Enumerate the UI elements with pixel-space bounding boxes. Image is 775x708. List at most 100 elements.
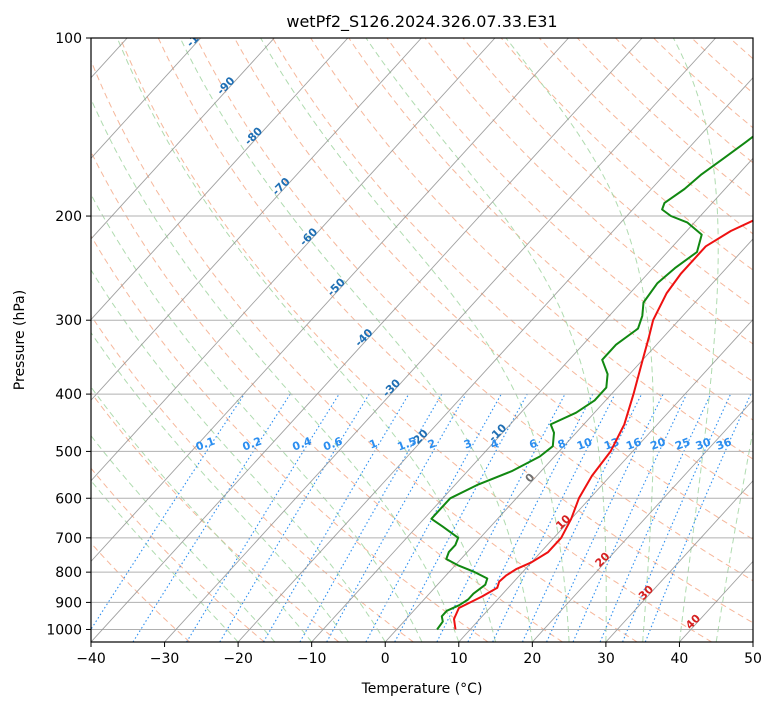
mixing-ratio-line: [219, 393, 370, 642]
mixing-ratio-line: [299, 393, 443, 642]
x-axis-title: Temperature (°C): [361, 681, 483, 697]
x-tick-label: 0: [381, 651, 390, 667]
mixing-ratio-line: [91, 393, 245, 631]
y-tick-label: 800: [55, 565, 82, 581]
x-tick-label: −10: [297, 651, 327, 667]
mixing-ratio-label: 0.1: [194, 435, 217, 454]
isotherm-line: [458, 318, 753, 642]
mixing-ratio-label: 10: [575, 435, 594, 453]
mixing-ratio-label: 0.4: [291, 435, 314, 454]
mixing-ratio-label: 6: [527, 437, 539, 452]
mixing-ratio-label: 8: [556, 437, 568, 452]
profiles: [430, 135, 753, 631]
y-tick-label: 700: [55, 531, 82, 547]
mixing-ratio-line: [263, 393, 410, 642]
mixing-ratio-label: 20: [649, 435, 668, 453]
x-axis-ticks: −40 −30 −20 −10 0 10 20 30 40 50: [76, 642, 762, 667]
y-axis-ticks: 100 200 300 400 500 600 700 800 900 1000: [46, 31, 91, 638]
x-tick-label: 20: [523, 651, 541, 667]
moist-adiabat-line: [179, 38, 533, 642]
mixing-ratio-label: 16: [624, 435, 643, 453]
isotherm-line: [91, 38, 349, 321]
x-tick-label: 30: [597, 651, 615, 667]
x-tick-label: 40: [671, 651, 689, 667]
y-tick-label: 400: [55, 387, 82, 403]
plot-frame: [90, 37, 754, 643]
mixing-ratio-line: [572, 393, 688, 642]
plot-area: -100-90-80-70-60-50-40-30-20-10010203040…: [91, 21, 753, 642]
isotherm-label: -100: [184, 21, 213, 50]
x-tick-label: −20: [223, 651, 253, 667]
isotherm-line: [237, 77, 753, 642]
mixing-ratio-line: [326, 393, 467, 642]
isotherm-line: [605, 480, 753, 642]
moist-adiabats: [91, 38, 753, 642]
dry-adiabat-line: [91, 234, 489, 642]
isotherm-line: [311, 157, 753, 642]
isotherm-line: [91, 38, 275, 240]
mixing-ratio-lines: [91, 393, 752, 642]
y-axis-title: Pressure (hPa): [12, 290, 28, 390]
mixing-ratio-label: 2: [426, 437, 438, 452]
dry-adiabat-line: [91, 59, 638, 642]
isotherm-line: [91, 38, 496, 482]
moist-adiabat-line: [365, 38, 607, 642]
mixing-ratio-label: 3: [462, 437, 474, 452]
moist-adiabat-line: [91, 269, 386, 642]
mixing-ratio-line: [492, 393, 616, 642]
mixing-ratio-label: 25: [673, 435, 692, 452]
mixing-ratio-line: [546, 393, 664, 642]
isotherm-line: [91, 38, 569, 563]
chart-title: wetPf2_S126.2024.326.07.33.E31: [286, 12, 557, 32]
dry-adiabat-line: [91, 150, 563, 642]
dry-adiabat-line: [272, 38, 753, 500]
mixing-ratio-line: [186, 393, 340, 642]
y-tick-label: 300: [55, 313, 82, 329]
y-tick-label: 600: [55, 491, 82, 507]
mixing-ratio-label: 30: [694, 435, 713, 453]
y-tick-label: 100: [55, 31, 82, 47]
dry-adiabat-line: [91, 467, 265, 642]
x-tick-label: 50: [744, 651, 762, 667]
dry-adiabat-line: [310, 38, 753, 460]
isotherm-grid: [91, 38, 753, 642]
mixing-ratio-line: [467, 393, 594, 642]
mixing-ratio-line: [436, 393, 566, 642]
mixing-ratio-label: 1.5: [396, 435, 419, 454]
y-tick-label: 1000: [46, 622, 82, 638]
moist-adiabat-line: [715, 427, 753, 642]
dry-adiabat-line: [348, 38, 753, 421]
isobar-grid: [91, 38, 753, 630]
isotherm-line: [91, 38, 643, 642]
mixing-ratio-line: [521, 393, 643, 642]
dry-adiabat-line: [157, 38, 753, 624]
dry-adiabat-line: [119, 38, 713, 642]
y-tick-label: 500: [55, 444, 82, 460]
x-tick-label: −40: [76, 651, 106, 667]
isotherm-line: [532, 399, 753, 642]
moist-adiabat-line: [672, 38, 719, 642]
isotherm-line: [384, 238, 753, 642]
mixing-ratio-label: 1: [367, 437, 379, 452]
mixing-ratio-label: 0.6: [321, 435, 344, 454]
y-tick-label: 200: [55, 209, 82, 225]
isotherm-line: [91, 38, 422, 401]
mixing-ratio-line: [132, 393, 291, 642]
x-tick-label: −30: [150, 651, 180, 667]
mixing-ratio-label: 36: [714, 435, 733, 453]
temperature-profile-line: [453, 219, 753, 630]
moist-adiabat-line: [260, 38, 570, 642]
dry-adiabat-line: [91, 542, 191, 642]
dewpoint-profile-line: [430, 135, 753, 631]
dry-adiabat-line: [195, 38, 753, 582]
moist-adiabat-line: [116, 38, 497, 642]
mixing-ratio-label: 0.2: [241, 435, 264, 454]
moist-adiabat-line: [505, 38, 654, 642]
y-tick-label: 900: [55, 595, 82, 611]
moist-adiabat-line: [91, 97, 460, 642]
x-tick-label: 10: [450, 651, 468, 667]
moist-adiabat-line: [91, 331, 349, 642]
mixing-ratio-label: 4: [489, 437, 501, 452]
